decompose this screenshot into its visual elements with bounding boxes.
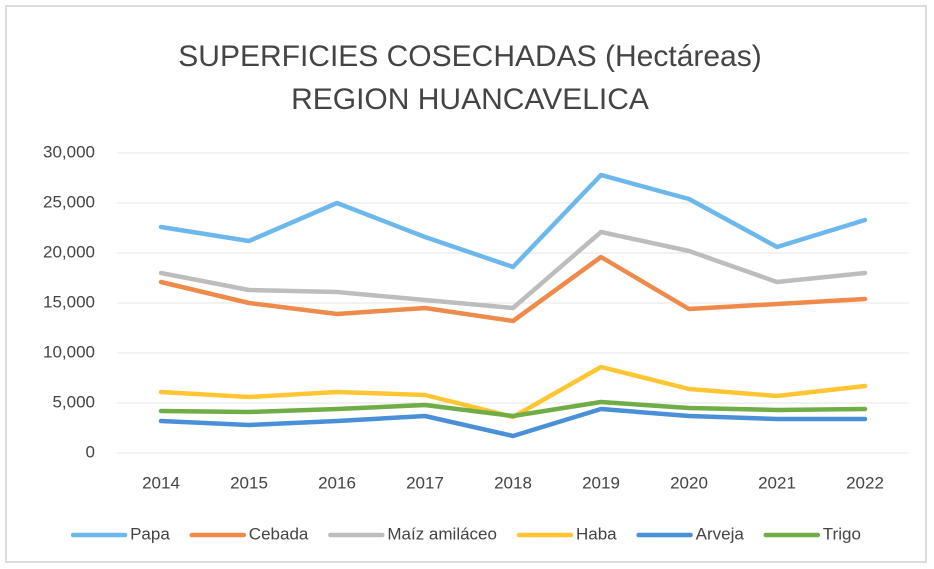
y-tick-label: 0 xyxy=(86,442,95,461)
series-line xyxy=(158,406,868,439)
legend-label: Cebada xyxy=(249,524,309,543)
series-line xyxy=(158,254,868,324)
legend-label: Papa xyxy=(130,524,170,543)
x-tick-label: 2022 xyxy=(846,473,884,492)
y-tick-label: 5,000 xyxy=(52,392,95,411)
x-tick-label: 2020 xyxy=(670,473,708,492)
legend-label: Arveja xyxy=(696,524,745,543)
series-line xyxy=(158,229,868,311)
legend-label: Trigo xyxy=(823,524,861,543)
y-tick-label: 20,000 xyxy=(43,242,95,261)
x-tick-label: 2014 xyxy=(142,473,180,492)
series-line xyxy=(158,399,868,419)
series-line xyxy=(158,172,868,270)
legend-label: Haba xyxy=(576,524,617,543)
x-tick-label: 2021 xyxy=(758,473,796,492)
x-tick-label: 2016 xyxy=(318,473,356,492)
y-tick-label: 25,000 xyxy=(43,192,95,211)
legend-item: Trigo xyxy=(763,524,861,543)
x-tick-label: 2015 xyxy=(230,473,268,492)
legend-item: Cebada xyxy=(189,524,309,543)
y-tick-label: 10,000 xyxy=(43,342,95,361)
x-tick-label: 2018 xyxy=(494,473,532,492)
y-tick-label: 30,000 xyxy=(43,142,95,161)
chart-frame xyxy=(5,5,927,563)
legend-item: Maíz amiláceo xyxy=(328,524,497,543)
chart-title: SUPERFICIES COSECHADAS (Hectáreas) xyxy=(178,40,761,73)
legend-item: Arveja xyxy=(636,524,745,543)
legend-label: Maíz amiláceo xyxy=(387,524,497,543)
x-tick-label: 2019 xyxy=(582,473,620,492)
x-tick-label: 2017 xyxy=(406,473,444,492)
legend-item: Papa xyxy=(70,524,170,543)
y-tick-label: 15,000 xyxy=(43,292,95,311)
chart-subtitle: REGION HUANCAVELICA xyxy=(291,83,649,116)
legend-item: Haba xyxy=(516,524,617,543)
